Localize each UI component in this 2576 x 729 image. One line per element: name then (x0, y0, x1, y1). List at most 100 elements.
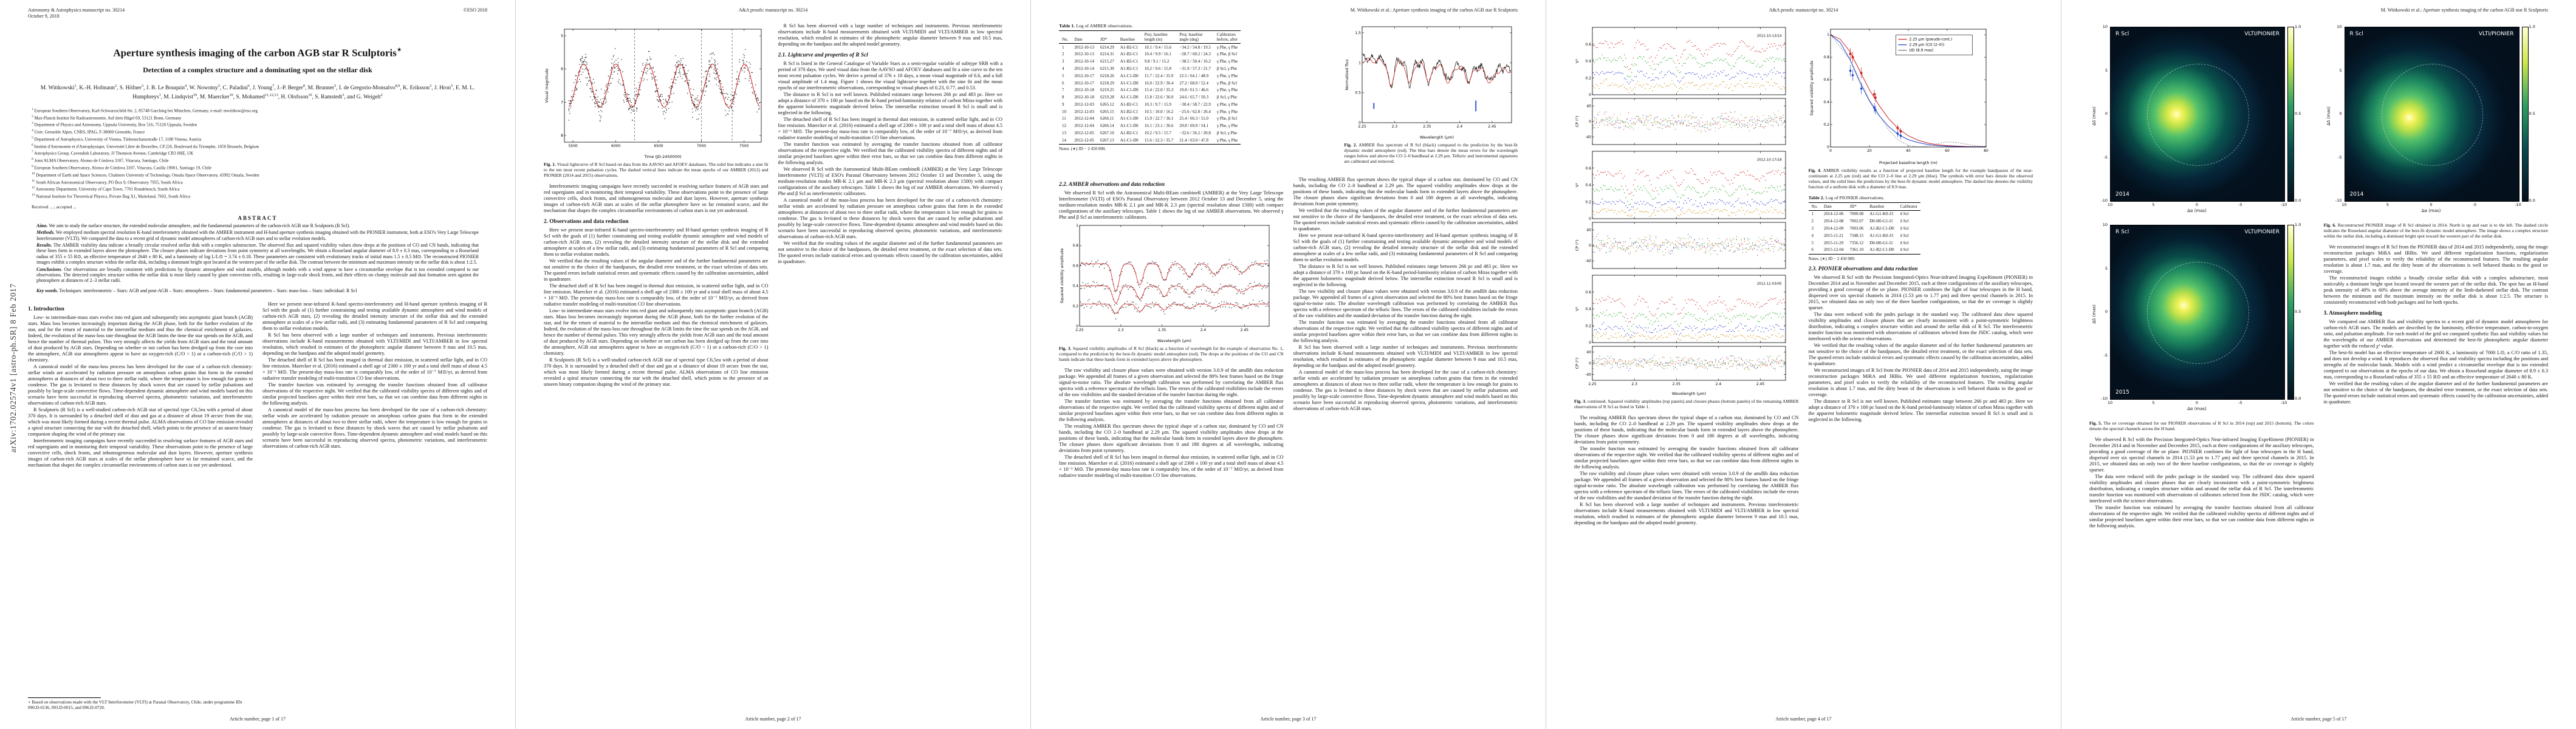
table-row: 11 2012-12-04 6266.11 A1-C1-D0 15.9 / 22.7 /… (1062, 116, 1238, 122)
svg-text:0: 0 (1589, 361, 1591, 366)
table-row: 13 2012-12-05 6267.10 A1-B2-C1 10.2 / 9.5 / … (1062, 130, 1238, 135)
svg-text:40: 40 (1586, 104, 1591, 109)
body-paragraph: We compared our AMBER flux and visibilit… (2323, 319, 2549, 349)
author: K.-H. Hofmann2 (79, 83, 117, 91)
table-row: 8 2012-10-18 6219.28 A1-C1-D0 15.8 / 22.6 / … (1062, 95, 1238, 100)
svg-text:2.4: 2.4 (1457, 125, 1463, 129)
x-tick: -10 (2280, 400, 2287, 405)
x-tick: -10 (2515, 202, 2521, 207)
date-line: October 9, 2018 (28, 13, 60, 19)
svg-text:1: 1 (1076, 224, 1078, 228)
section-heading: 2.2. AMBER observations and data reducti… (1059, 182, 1165, 188)
figure-caption: Fig. 3. continued. Squared visibility am… (1574, 399, 1799, 409)
svg-text:0.8: 0.8 (1072, 244, 1078, 248)
y-axis-label: Δδ (mas) (2326, 106, 2331, 126)
section-heading: 2. Observations and data reduction (544, 219, 629, 225)
table-column-header: Date (1071, 30, 1097, 44)
svg-text:0.6: 0.6 (1072, 264, 1078, 268)
abstract-paragraph: Aims. We aim to study the surface struct… (36, 222, 351, 228)
table-column-header: JD* (1846, 202, 1867, 211)
author: K. Eriksson3 (403, 83, 432, 91)
affiliation: 6 Institut d'Astronomie et d'Astrophysiq… (32, 143, 259, 149)
svg-text:-40: -40 (1585, 373, 1591, 377)
page-footer: Article number, page 1 of 17 (229, 716, 286, 722)
amber-panel-stack: 0 0.2 0.4 0.6 V² 2012-10-13/14 -40 0 40 CP (°) 0 0.… (1574, 24, 1799, 396)
body-paragraph: The reconstructed images exhibit a broad… (2323, 275, 2549, 305)
pionier-image-panel: R Scl VLTI/PIONIER 2014 1.0 0.5 0.0 10 5 0 -5 -10 1… (2324, 24, 2538, 220)
body-paragraph: We verified that the resulting values of… (1808, 342, 2033, 366)
x-axis-label: Δα (mas) (2187, 208, 2207, 213)
table-column-header: Proj. baseline length (m) (1141, 30, 1177, 44)
stellar-disk-image: R Scl VLTI/PIONIER 2015 (2110, 225, 2285, 400)
keywords: Key words. Techniques: interferometric –… (36, 287, 357, 293)
section-heading: 2.3. PIONIER observations and data reduc… (1808, 265, 1918, 272)
image-label-instrument: VLTI/PIONIER (2244, 31, 2280, 37)
model-diameter-circle (2381, 64, 2484, 166)
body-paragraph: R Sculptoris (R Scl) is a well-studied c… (544, 357, 769, 387)
svg-text:2.3: 2.3 (1118, 328, 1124, 332)
author: M. Brunner5 (307, 83, 337, 91)
svg-text:UD (8.9 mas): UD (8.9 mas) (1909, 49, 1933, 53)
x-tick: 10 (2341, 202, 2347, 207)
svg-text:0.4: 0.4 (1585, 60, 1591, 64)
table-row: 12 2012-12-04 6266.14 A1-C1-D0 16.1 / 23.1 /… (1062, 123, 1238, 129)
svg-text:0.8: 0.8 (1823, 55, 1829, 60)
svg-text:Wavelength (μm): Wavelength (μm) (1157, 338, 1191, 343)
svg-text:0.6: 0.6 (1585, 43, 1591, 47)
colorbar-tick: 0.5 (2529, 111, 2535, 116)
abstract-paragraph: Methods. We employed medium spectral res… (36, 230, 479, 241)
svg-text:CP (°): CP (°) (1575, 240, 1580, 252)
svg-text:0: 0 (1589, 93, 1591, 97)
body-paragraph: A canonical model of the mass-loss proce… (1293, 369, 1518, 411)
page-footer: Article number, page 2 of 17 (745, 716, 801, 722)
image-label-epoch: 2014 (2115, 191, 2129, 197)
body-paragraph: R Scl has been observed with a large num… (778, 23, 1003, 47)
table-column-header: Calibrator (1897, 202, 1921, 211)
body-paragraph: The transfer function was estimated by a… (1574, 446, 1799, 470)
svg-text:0.2: 0.2 (1072, 304, 1078, 309)
svg-text:0.4: 0.4 (1585, 183, 1591, 188)
running-head: Astronomy & Astrophysics manuscript no. … (28, 7, 487, 19)
author: M. Maercker10 (199, 93, 233, 101)
model-diameter-circle (2147, 64, 2249, 166)
figure-caption: Fig. 5. The uv coverage obtained for our… (2089, 420, 2314, 431)
svg-text:Time (JD-2450000): Time (JD-2450000) (643, 154, 681, 159)
svg-text:0.2: 0.2 (1585, 76, 1591, 80)
y-tick: 0 (2105, 309, 2108, 314)
figure-caption: Fig. 3. Squared visibility amplitudes of… (1059, 346, 1284, 362)
author: S. Mohamed11,12,13 (236, 93, 278, 101)
svg-text:7: 7 (561, 100, 563, 104)
image-label-target: R Scl (2115, 31, 2129, 37)
svg-text:0.4: 0.4 (1823, 100, 1829, 104)
body-paragraph: Interferometric imaging campaigns have r… (28, 438, 253, 468)
colorbar-tick: 1.0 (2529, 24, 2535, 29)
svg-text:2.4: 2.4 (1201, 328, 1207, 332)
body-paragraph: The best-fit model has an effective temp… (2323, 350, 2549, 380)
svg-text:0.6: 0.6 (1823, 78, 1829, 82)
svg-text:0: 0 (1589, 244, 1591, 248)
svg-text:Visual magnitude: Visual magnitude (544, 69, 549, 103)
affiliation: 9 European Southern Observatory, Alonso … (32, 164, 212, 171)
svg-text:2012-10-17/18: 2012-10-17/18 (1757, 159, 1782, 162)
table-column-header: Baseline (1117, 30, 1142, 44)
text-column-right: R Scl VLTI/PIONIER 2014 1.0 0.5 0.0 10 5 0 -5 -10 1… (2324, 23, 2549, 696)
table-row: 6 2015-12-04 7361.10 A1-B2-C1-D0 δ Scl (1811, 247, 1909, 253)
body-paragraph: The transfer function was estimated by a… (262, 382, 487, 406)
table-column-header: Proj. baseline angle (deg) (1176, 30, 1214, 44)
x-axis-label: Δα (mas) (2421, 208, 2441, 213)
svg-text:6000: 6000 (611, 144, 620, 148)
table-column-header: No. (1059, 30, 1072, 44)
svg-text:-40: -40 (1585, 259, 1591, 263)
body-paragraph: The raw visibility and closure phase val… (1574, 471, 1799, 501)
body-paragraph: R Scl has been observed with a large num… (262, 332, 487, 357)
svg-text:1.5: 1.5 (1355, 31, 1362, 35)
y-tick: 5 (2105, 265, 2108, 271)
body-paragraph: The transfer function was estimated by a… (1293, 320, 1518, 343)
body-paragraph: The transfer function was estimated by a… (1059, 399, 1284, 422)
abstract-heading: ABSTRACT (238, 214, 278, 221)
running-head: M. Wittkowski et al.: Aperture synthesis… (1350, 7, 1518, 13)
table-row: 14 2012-12-05 6267.13 A1-C1-D0 15.6 / 22.3 /… (1062, 137, 1238, 143)
svg-text:7500: 7500 (739, 144, 748, 148)
colorbar (2287, 27, 2294, 202)
page-3: M. Wittkowski et al.: Aperture synthesis… (1030, 0, 1546, 729)
